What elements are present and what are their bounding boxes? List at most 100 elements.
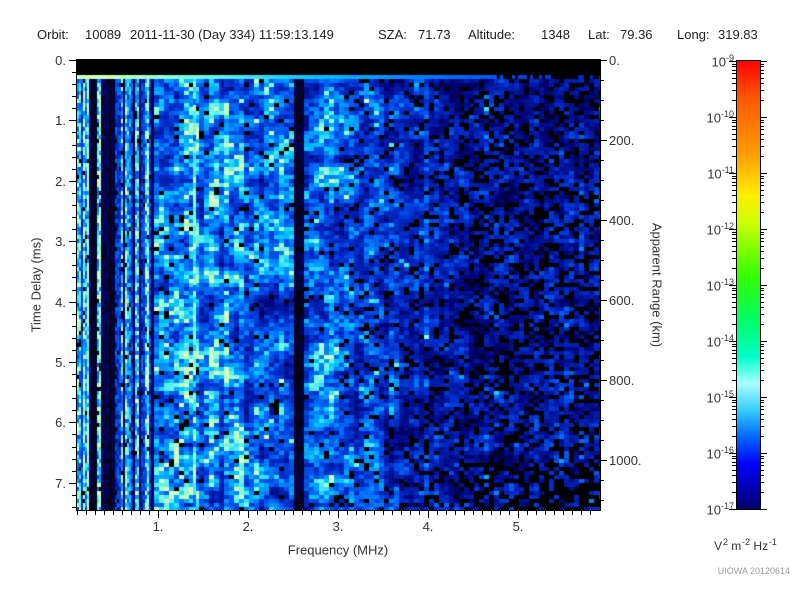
- colorbar-minor-tick: [760, 350, 764, 351]
- y2-axis-tick: [600, 160, 604, 161]
- colorbar-minor-tick: [760, 465, 764, 466]
- y2-axis-tick: [600, 360, 604, 361]
- colorbar-minor-tick: [732, 126, 736, 127]
- colorbar-minor-tick: [760, 462, 764, 463]
- colorbar-minor-tick: [732, 134, 736, 135]
- y-axis-tick: [72, 314, 76, 315]
- colorbar-minor-tick: [760, 212, 764, 213]
- colorbar-minor-tick: [760, 458, 764, 459]
- x-axis-tick: [455, 511, 456, 515]
- y-axis-tick: [69, 181, 76, 182]
- x-tick-label: 3.: [332, 519, 344, 534]
- x-axis-tick: [392, 511, 393, 515]
- colorbar-minor-tick: [732, 268, 736, 269]
- y2-axis-tick: [600, 260, 604, 261]
- y2-axis-tick: [600, 200, 604, 201]
- y-axis-tick: [72, 132, 76, 133]
- y2-tick-label: 400.: [609, 213, 635, 228]
- y-axis-tick: [69, 362, 76, 363]
- x-axis-tick: [104, 511, 105, 515]
- x-axis-tick: [365, 511, 366, 515]
- colorbar-tick: [729, 61, 736, 62]
- altitude-value: 1348: [541, 27, 570, 42]
- colorbar-minor-tick: [732, 492, 736, 493]
- colorbar-minor-tick: [760, 258, 764, 259]
- x-axis-tick: [167, 511, 168, 515]
- colorbar-tick-label: 10-10: [706, 109, 734, 126]
- colorbar-tick: [729, 341, 736, 342]
- colorbar-minor-tick: [732, 190, 736, 191]
- colorbar-minor-tick: [732, 370, 736, 371]
- long-value: 319.83: [718, 27, 758, 42]
- y2-axis-tick: [600, 140, 607, 141]
- x-axis-tick: [473, 511, 474, 515]
- y-axis-tick: [72, 229, 76, 230]
- y2-axis-tick: [600, 420, 604, 421]
- colorbar-tick: [729, 509, 736, 510]
- x-axis-tick: [77, 511, 78, 515]
- y-tick-label: 1.: [55, 113, 66, 128]
- x-axis-tick: [149, 511, 150, 515]
- colorbar-minor-tick: [760, 246, 764, 247]
- colorbar-minor-tick: [760, 400, 764, 401]
- x-axis-tick: [302, 511, 303, 515]
- colorbar-minor-tick: [732, 470, 736, 471]
- colorbar-tick-label: 10-13: [706, 277, 734, 294]
- y-tick-label: 4.: [55, 295, 66, 310]
- colorbar-minor-tick: [732, 482, 736, 483]
- y-axis-tick: [72, 386, 76, 387]
- colorbar-minor-tick: [760, 324, 764, 325]
- x-axis-tick: [212, 511, 213, 515]
- x-tick-label: 5.: [512, 519, 524, 534]
- colorbar-minor-tick: [760, 363, 764, 364]
- colorbar-minor-tick: [732, 414, 736, 415]
- colorbar-tick: [760, 117, 767, 118]
- x-tick-label: 2.: [242, 519, 254, 534]
- colorbar-minor-tick: [732, 475, 736, 476]
- colorbar-minor-tick: [732, 302, 736, 303]
- y-axis-tick: [72, 217, 76, 218]
- colorbar-minor-tick: [732, 129, 736, 130]
- x-axis-tick: [338, 511, 339, 518]
- y-axis-tick: [72, 72, 76, 73]
- colorbar-minor-tick: [732, 185, 736, 186]
- colorbar-minor-tick: [760, 406, 764, 407]
- x-axis-tick: [401, 511, 402, 515]
- y-axis-tick: [72, 205, 76, 206]
- colorbar-tick: [760, 173, 767, 174]
- colorbar-minor-tick: [732, 380, 736, 381]
- colorbar-tick: [729, 173, 736, 174]
- colorbar-minor-tick: [760, 139, 764, 140]
- colorbar-minor-tick: [732, 232, 736, 233]
- colorbar-minor-tick: [760, 156, 764, 157]
- x-axis-tick: [284, 511, 285, 515]
- y2-axis-tick: [600, 60, 607, 61]
- colorbar-tick: [760, 285, 767, 286]
- colorbar-tick-label: 10-15: [706, 389, 734, 406]
- x-axis-tick: [221, 511, 222, 515]
- x-axis-tick: [329, 511, 330, 515]
- y-axis-tick: [72, 410, 76, 411]
- x-axis-tick: [248, 511, 249, 518]
- y2-axis-tick: [600, 380, 607, 381]
- colorbar-tick: [760, 453, 767, 454]
- x-axis-tick: [320, 511, 321, 515]
- colorbar-minor-tick: [760, 344, 764, 345]
- colorbar-minor-tick: [760, 100, 764, 101]
- colorbar-minor-tick: [732, 363, 736, 364]
- x-axis-tick: [581, 511, 582, 515]
- colorbar-minor-tick: [760, 414, 764, 415]
- y-axis-tick: [72, 398, 76, 399]
- y2-axis-tick: [600, 120, 604, 121]
- colorbar-tick: [729, 229, 736, 230]
- x-axis-tick: [266, 511, 267, 515]
- colorbar-minor-tick: [732, 426, 736, 427]
- colorbar-minor-tick: [760, 178, 764, 179]
- y2-axis-tick: [600, 320, 604, 321]
- orbit-label: Orbit:: [37, 27, 69, 42]
- colorbar-minor-tick: [732, 202, 736, 203]
- x-axis-tick: [131, 511, 132, 515]
- colorbar-minor-tick: [760, 470, 764, 471]
- colorbar-minor-tick: [760, 185, 764, 186]
- colorbar-minor-tick: [732, 156, 736, 157]
